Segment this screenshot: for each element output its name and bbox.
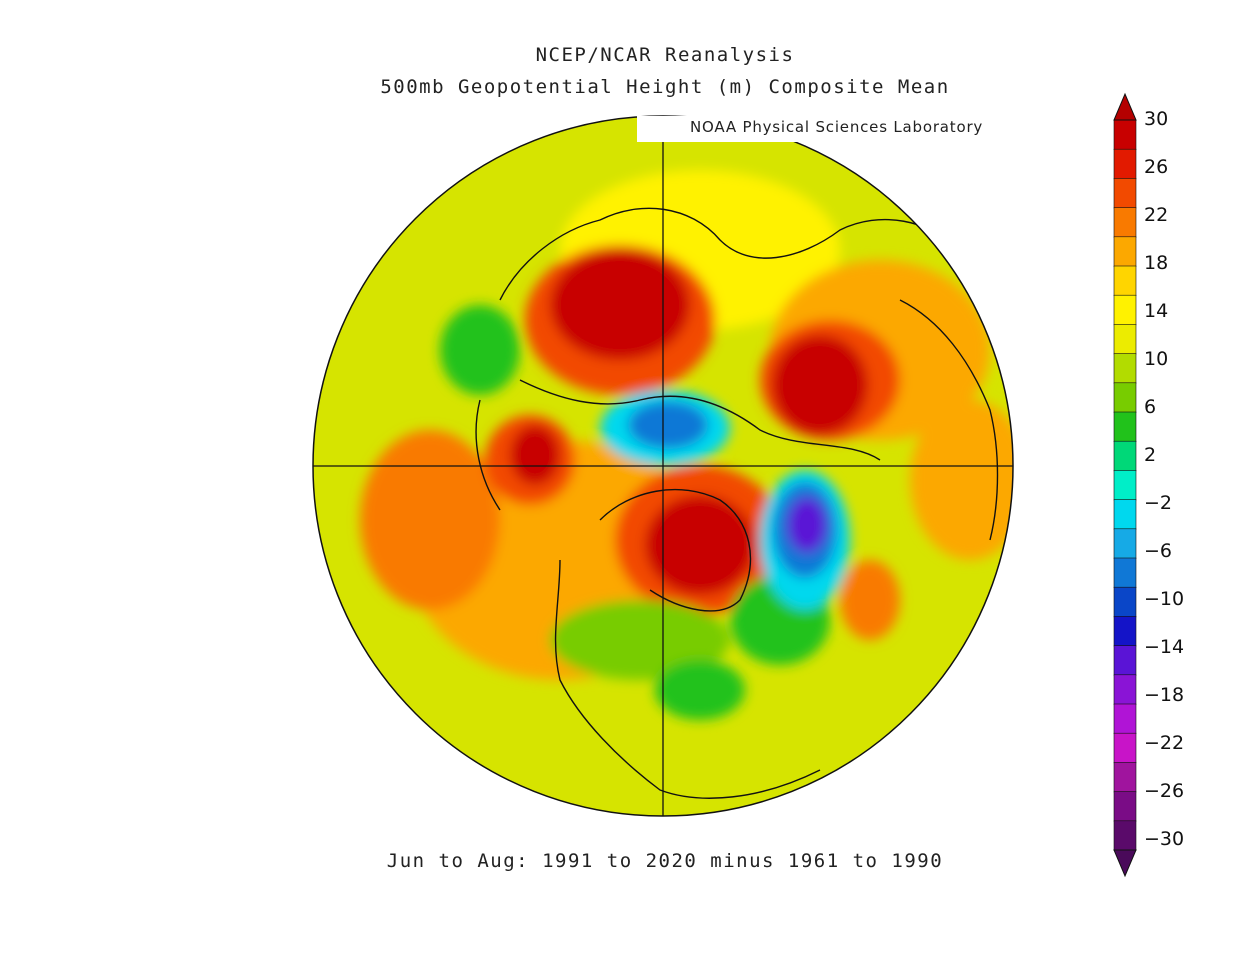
colorbar-label: −18: [1144, 684, 1185, 706]
colorbar-label: −26: [1144, 780, 1185, 802]
colorbar-swatch: [1113, 324, 1137, 355]
colorbar-label: 2: [1144, 444, 1157, 466]
anomaly-region-central-asia-green: [440, 305, 520, 395]
anomaly-region-north-pacific: [360, 430, 500, 610]
credit-text: NOAA Physical Sciences Laboratory: [690, 118, 984, 136]
colorbar-swatch: [1113, 703, 1137, 735]
anomaly-high-scandinavia: [550, 250, 690, 360]
colorbar-label: −6: [1144, 540, 1173, 562]
colorbar-label: 22: [1144, 204, 1169, 226]
colorbar-swatch: [1113, 382, 1137, 413]
colorbar-label: −2: [1144, 492, 1173, 514]
colorbar-swatch: [1113, 528, 1137, 559]
colorbar-swatch: [1113, 294, 1137, 326]
colorbar-swatch: [1113, 791, 1137, 822]
colorbar-label: −30: [1144, 828, 1185, 850]
footer-caption: Jun to Aug: 1991 to 2020 minus 1961 to 1…: [386, 850, 944, 872]
colorbar-swatch: [1113, 732, 1137, 764]
colorbar-label: 26: [1144, 156, 1169, 178]
colorbar-swatch: [1113, 207, 1137, 238]
colorbar-label: −10: [1144, 588, 1185, 610]
colorbar-bottom-arrow: [1113, 849, 1137, 878]
colorbar-swatch: [1113, 470, 1137, 501]
colorbar-swatch: [1113, 820, 1137, 851]
colorbar-swatch: [1113, 148, 1137, 180]
colorbar-swatch: [1113, 499, 1137, 530]
colorbar-label: 18: [1144, 252, 1169, 274]
colorbar-swatch: [1113, 353, 1137, 384]
chart-subtitle: 500mb Geopotential Height (m) Composite …: [380, 76, 950, 98]
colorbar-swatch: [1113, 119, 1137, 151]
colorbar-swatch: [1113, 557, 1137, 589]
anomaly-low-barents-core: [628, 401, 708, 449]
anomaly-high-eastern-europe: [772, 335, 868, 435]
colorbar-swatch: [1113, 616, 1137, 647]
anomaly-high-alaska: [510, 425, 560, 485]
colorbar-swatch: [1113, 674, 1137, 705]
colorbar: [1113, 92, 1137, 878]
colorbar-label: 14: [1144, 300, 1169, 322]
chart-title: NCEP/NCAR Reanalysis: [535, 44, 795, 66]
credit-box: [637, 116, 1011, 142]
colorbar-swatch: [1113, 236, 1137, 267]
colorbar-top-arrow: [1113, 92, 1137, 121]
colorbar-label: 6: [1144, 396, 1157, 418]
anomaly-region-usa-green: [655, 660, 745, 720]
colorbar-swatch: [1113, 645, 1137, 676]
anomaly-high-greenland: [645, 495, 755, 595]
colorbar-label: 30: [1144, 108, 1169, 130]
colorbar-swatch: [1113, 265, 1137, 297]
anomaly-low-bering-core: [787, 497, 827, 553]
anomaly-region-north-america-green: [550, 600, 730, 680]
colorbar-swatch: [1113, 762, 1137, 793]
anomaly-region-atlantic-orange-small: [840, 560, 900, 640]
anomaly-region-atlantic-orange: [910, 400, 1013, 560]
coastlines: [475, 207, 999, 799]
colorbar-label: −14: [1144, 636, 1185, 658]
colorbar-swatch: [1113, 411, 1137, 443]
colorbar-swatch: [1113, 586, 1137, 618]
colorbar-swatch: [1113, 440, 1137, 472]
colorbar-label: 10: [1144, 348, 1169, 370]
colorbar-swatch: [1113, 178, 1137, 209]
colorbar-label: −22: [1144, 732, 1185, 754]
